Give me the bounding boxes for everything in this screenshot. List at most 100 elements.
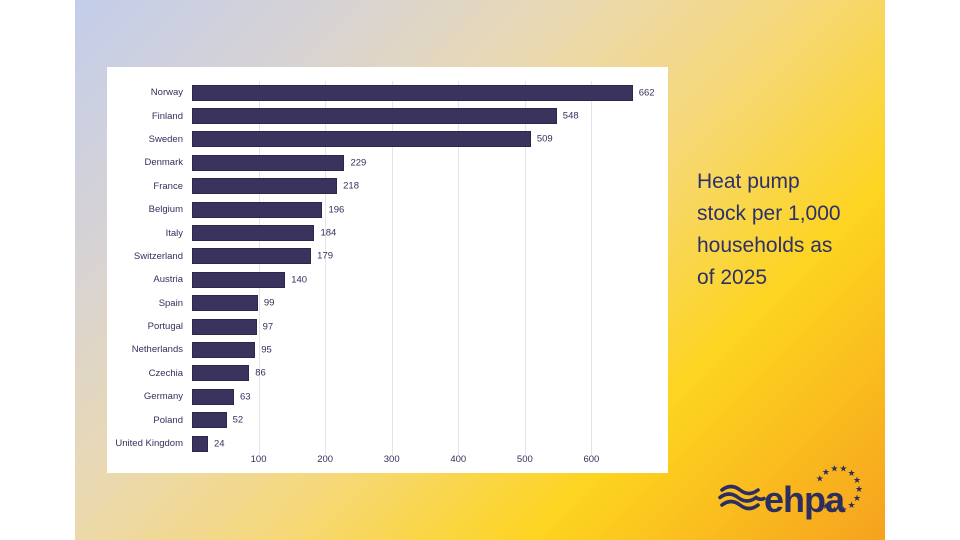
grid-line — [458, 81, 460, 455]
bar — [192, 388, 234, 405]
chart-row: Spain 99 — [107, 292, 668, 315]
category-label: France — [153, 180, 183, 192]
bar — [192, 318, 257, 335]
eu-star: ★ — [855, 484, 863, 494]
bar — [192, 178, 338, 195]
value-label: 548 — [562, 110, 579, 122]
bar-track: 179 — [192, 245, 658, 268]
value-label: 140 — [291, 274, 308, 286]
value-label: 95 — [261, 344, 272, 356]
category-label: Netherlands — [131, 344, 183, 356]
category-label: Denmark — [144, 157, 183, 169]
grid-line — [591, 81, 593, 455]
chart-row: Finland 548 — [107, 104, 668, 127]
category-label: Italy — [165, 227, 183, 239]
category-label: Portugal — [147, 321, 183, 333]
x-tick-label: 400 — [450, 454, 467, 465]
bar-track: 99 — [192, 292, 658, 315]
value-label: 509 — [536, 133, 553, 145]
value-label: 97 — [262, 321, 274, 333]
category-label: Germany — [143, 391, 183, 403]
eu-star: ★ — [847, 500, 855, 510]
chart-row: Norway 662 — [107, 81, 668, 104]
chart-panel: Norway 662 Finland 548 Sweden 509 Denmark 229 Fr… — [107, 67, 668, 473]
x-tick-label: 200 — [317, 454, 334, 465]
bar — [192, 271, 286, 288]
bar — [192, 412, 227, 429]
chart-row: Poland 52 — [107, 408, 668, 431]
bar — [192, 365, 250, 382]
chart-row: Denmark 229 — [107, 151, 668, 174]
bar — [192, 84, 633, 101]
chart-row: Portugal 97 — [107, 315, 668, 338]
chart-row: Czechia 86 — [107, 362, 668, 385]
chart-row: United Kingdom 24 — [107, 432, 668, 455]
bar-track: 86 — [192, 362, 658, 385]
grid-line — [524, 81, 526, 455]
x-tick-label: 500 — [516, 454, 533, 465]
bar-track: 548 — [192, 104, 658, 127]
chart-row: Austria 140 — [107, 268, 668, 291]
bar — [192, 248, 312, 265]
slide-caption: Heat pump stock per 1,000 households as … — [697, 170, 841, 289]
value-label: 196 — [328, 204, 345, 216]
value-label: 229 — [350, 157, 367, 169]
chart-row: Italy 184 — [107, 221, 668, 244]
eu-star: ★ — [847, 468, 855, 478]
chart-rows: Norway 662 Finland 548 Sweden 509 Denmark 229 Fr… — [107, 81, 668, 455]
chart-row: France 218 — [107, 175, 668, 198]
bar — [192, 131, 531, 148]
category-label: Belgium — [148, 204, 183, 216]
bar-track: 218 — [192, 175, 658, 198]
eu-star: ★ — [839, 504, 847, 514]
bar — [192, 341, 256, 358]
value-label: 179 — [317, 250, 334, 262]
x-tick-label: 100 — [250, 454, 267, 465]
chart-grid — [192, 81, 658, 455]
bar — [192, 201, 323, 218]
bar-track: 184 — [192, 221, 658, 244]
category-label: Austria — [153, 274, 183, 286]
value-label: 24 — [213, 438, 225, 450]
x-tick-label: 300 — [383, 454, 400, 465]
bar-track: 97 — [192, 315, 658, 338]
value-label: 218 — [343, 180, 359, 192]
x-axis: 100 200 300 400 500 600 — [192, 454, 658, 470]
logo-wordmark: ehpa — [764, 479, 846, 520]
bar-track: 95 — [192, 338, 658, 361]
category-label: Switzerland — [133, 250, 183, 262]
eu-star: ★ — [830, 505, 838, 515]
category-label: Norway — [150, 87, 183, 99]
slide-background: Norway 662 Finland 548 Sweden 509 Denmark 229 Fr… — [75, 0, 885, 540]
bar-track: 196 — [192, 198, 658, 221]
eu-stars-icon: ★★ ★ ★ ★★★★★★★★ — [816, 465, 863, 515]
eu-star: ★ — [822, 467, 830, 477]
bar — [192, 108, 557, 125]
bar — [192, 154, 345, 171]
bar-track: 229 — [192, 151, 658, 174]
value-label: 86 — [255, 367, 266, 379]
bar-track: 140 — [192, 268, 658, 291]
value-label: 662 — [638, 87, 655, 99]
category-label: Finland — [151, 110, 183, 122]
chart-row: Belgium 196 — [107, 198, 668, 221]
value-label: 63 — [239, 391, 251, 403]
grid-line — [391, 81, 393, 455]
bar — [192, 435, 208, 452]
bar-track: 662 — [192, 81, 658, 104]
bar-track: 63 — [192, 385, 658, 408]
chart-row: Netherlands 95 — [107, 338, 668, 361]
bar-track: 24 — [192, 432, 658, 455]
category-label: Spain — [158, 297, 183, 309]
ehpa-logo: ehpa ★★ ★ ★ ★★★★★★★★ — [718, 465, 863, 520]
value-label: 99 — [263, 297, 275, 309]
category-label: Sweden — [148, 133, 183, 145]
waves-icon — [718, 484, 766, 511]
bar — [192, 225, 315, 242]
bar-track: 509 — [192, 128, 658, 151]
grid-line — [258, 81, 260, 455]
eu-star: ★ — [830, 465, 838, 473]
eu-star: ★ — [853, 475, 861, 485]
category-label: Czechia — [148, 367, 183, 379]
